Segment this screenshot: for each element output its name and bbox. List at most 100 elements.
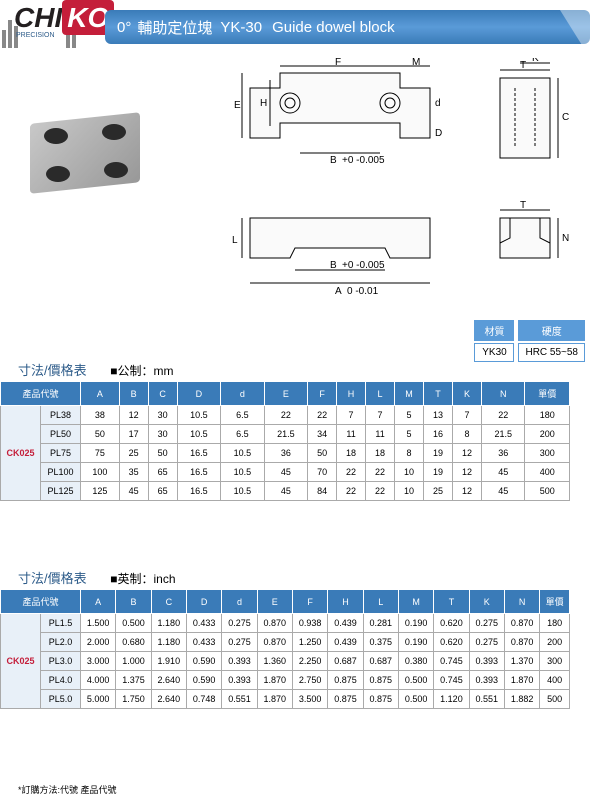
cell-value: 10.5 <box>177 406 220 425</box>
cell-value: 8 <box>395 444 424 463</box>
product-photo <box>20 108 160 208</box>
col-header: C <box>148 382 177 406</box>
part-number: PL5.0 <box>41 690 81 709</box>
col-header: B <box>116 590 151 614</box>
cell-value: 200 <box>540 633 570 652</box>
section-label: 寸法/價格表 <box>18 571 87 586</box>
cell-value: 0.748 <box>186 690 221 709</box>
col-header: L <box>363 590 398 614</box>
table-row: PL100100356516.510.54570222210191245400 <box>1 463 570 482</box>
cell-value: 125 <box>81 482 120 501</box>
cell-value: 0.275 <box>469 614 504 633</box>
cell-value: 400 <box>525 463 570 482</box>
cell-value: 5 <box>395 425 424 444</box>
cell-value: 2.640 <box>151 690 186 709</box>
cell-value: 0.380 <box>398 652 433 671</box>
col-header: E <box>257 590 292 614</box>
col-header: H <box>337 382 366 406</box>
cell-value: 0.190 <box>398 614 433 633</box>
part-number: PL38 <box>41 406 81 425</box>
col-header: L <box>366 382 395 406</box>
cell-value: 0.687 <box>328 652 363 671</box>
part-number: PL100 <box>41 463 81 482</box>
spec-table-in: 產品代號ABCDdEFHLMTKN單價 CK025PL1.51.5000.500… <box>0 589 570 709</box>
cell-value: 500 <box>540 690 570 709</box>
cell-value: 22 <box>337 482 366 501</box>
cell-value: 11 <box>366 425 395 444</box>
cell-value: 400 <box>540 671 570 690</box>
cell-value: 0.275 <box>222 633 257 652</box>
cell-value: 0.870 <box>257 614 292 633</box>
col-header: K <box>469 590 504 614</box>
cell-value: 0.875 <box>328 671 363 690</box>
cell-value: 10.5 <box>221 482 264 501</box>
part-number: PL1.5 <box>41 614 81 633</box>
cell-value: 1.000 <box>116 652 151 671</box>
cell-value: 22 <box>366 463 395 482</box>
cell-value: 10 <box>395 482 424 501</box>
cell-value: 1.750 <box>116 690 151 709</box>
part-number: PL4.0 <box>41 671 81 690</box>
section-title-mm: 寸法/價格表 ■公制：mm <box>0 358 570 381</box>
table-row: CK025PL1.51.5000.5001.1800.4330.2750.870… <box>1 614 570 633</box>
spec-table-mm: 產品代號ABCDdEFHLMTKN單價 CK025PL3838123010.56… <box>0 381 570 501</box>
cell-value: 0.938 <box>292 614 327 633</box>
cell-value: 16.5 <box>177 444 220 463</box>
cell-value: 70 <box>308 463 337 482</box>
table-row: PL125125456516.510.54584222210251245500 <box>1 482 570 501</box>
col-header: M <box>398 590 433 614</box>
cell-value: 1.910 <box>151 652 186 671</box>
col-header: E <box>264 382 307 406</box>
cell-value: 0.870 <box>257 633 292 652</box>
cell-value: 16.5 <box>177 463 220 482</box>
svg-text:M: M <box>412 58 420 68</box>
table-row: PL3.03.0001.0001.9100.5900.3931.3602.250… <box>1 652 570 671</box>
cell-value: 3.000 <box>81 652 116 671</box>
col-header: D <box>186 590 221 614</box>
cell-value: 0.439 <box>328 614 363 633</box>
cell-value: 16.5 <box>177 482 220 501</box>
section-unit: ■公制：mm <box>110 364 173 378</box>
cell-value: 6.5 <box>221 425 264 444</box>
cell-value: 0.590 <box>186 671 221 690</box>
table-row: PL5.05.0001.7502.6400.7480.5511.8703.500… <box>1 690 570 709</box>
cell-value: 22 <box>337 463 366 482</box>
hardness-header: 硬度 <box>518 320 585 341</box>
table-row: PL5050173010.56.521.5341111516821.5200 <box>1 425 570 444</box>
cell-value: 30 <box>148 406 177 425</box>
cell-value: 45 <box>264 463 307 482</box>
cell-value: 0.275 <box>222 614 257 633</box>
svg-text:T: T <box>520 60 526 71</box>
cell-value: 10.5 <box>177 425 220 444</box>
cell-value: 11 <box>337 425 366 444</box>
cell-value: 1.870 <box>257 671 292 690</box>
cell-value: 0.620 <box>434 614 469 633</box>
svg-text:L: L <box>232 235 238 246</box>
col-header: A <box>81 382 120 406</box>
table-row: CK025PL3838123010.56.5222277513722180 <box>1 406 570 425</box>
logo-text: CHIKO <box>14 2 114 34</box>
col-header: N <box>504 590 539 614</box>
cell-value: 0.393 <box>469 671 504 690</box>
svg-text:+0 -0.005: +0 -0.005 <box>342 260 385 271</box>
cell-value: 2.750 <box>292 671 327 690</box>
cell-value: 4.000 <box>81 671 116 690</box>
cell-value: 0.433 <box>186 614 221 633</box>
cell-value: 0.745 <box>434 652 469 671</box>
tech-drawing-top: F M E H d D B+0 -0.005 <box>230 58 460 178</box>
col-header: C <box>151 590 186 614</box>
cell-value: 1.180 <box>151 633 186 652</box>
cell-value: 1.360 <box>257 652 292 671</box>
cell-value: 180 <box>540 614 570 633</box>
cell-value: 13 <box>424 406 453 425</box>
cell-value: 200 <box>525 425 570 444</box>
cell-value: 0.433 <box>186 633 221 652</box>
cell-value: 0.500 <box>398 671 433 690</box>
cell-value: 300 <box>540 652 570 671</box>
cell-value: 0.875 <box>328 690 363 709</box>
cell-value: 36 <box>481 444 524 463</box>
title-en: Guide dowel block <box>272 19 395 36</box>
cell-value: 300 <box>525 444 570 463</box>
cell-value: 0.620 <box>434 633 469 652</box>
cell-value: 18 <box>366 444 395 463</box>
